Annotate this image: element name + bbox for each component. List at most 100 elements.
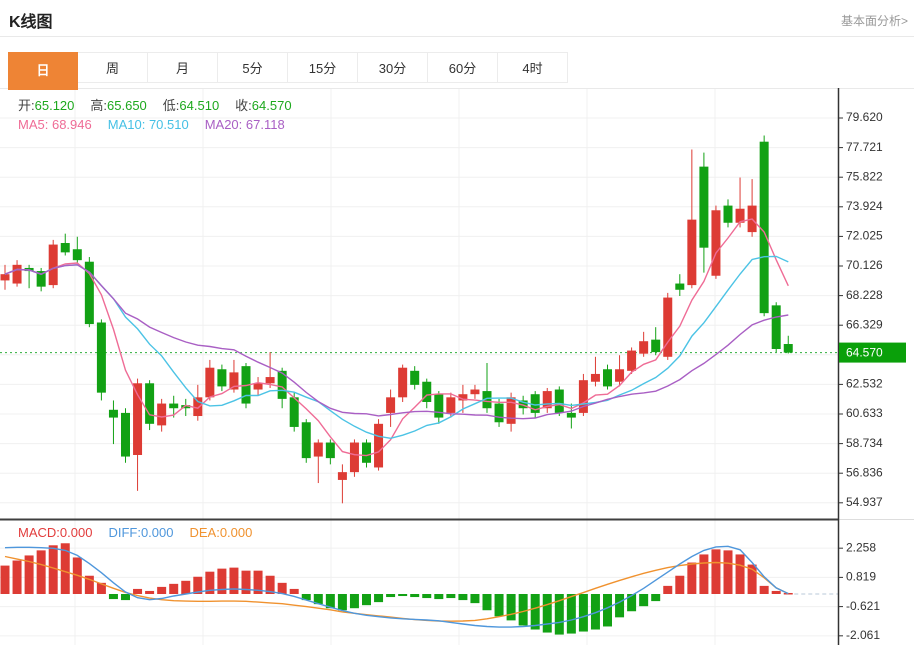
macd-bar <box>747 564 757 594</box>
macd-bar <box>687 562 697 594</box>
tab-月[interactable]: 月 <box>148 52 218 83</box>
candle-body <box>193 397 203 417</box>
low-value: 64.510 <box>179 98 220 113</box>
candle-body <box>72 249 82 261</box>
candle-body <box>699 166 709 248</box>
candle-body <box>277 370 287 399</box>
price-tick-label: 73.924 <box>846 199 883 213</box>
macd-bar <box>12 560 22 594</box>
dea-value: 0.000 <box>219 525 253 540</box>
tab-60分[interactable]: 60分 <box>428 52 498 83</box>
tab-15分[interactable]: 15分 <box>288 52 358 83</box>
candle-body <box>362 442 371 463</box>
price-tick-label: 54.937 <box>846 495 883 509</box>
close-label: 收: <box>235 98 252 113</box>
macd-bar <box>84 575 94 594</box>
macd-bar <box>374 594 384 603</box>
candle-body <box>169 403 179 409</box>
candle-body <box>229 372 239 390</box>
candle-body <box>651 339 661 353</box>
candle-body <box>108 409 118 418</box>
macd-legend: MACD:0.000 DIFF:0.000 DEA:0.000 <box>18 525 252 540</box>
macd-bar <box>711 549 721 594</box>
candle-body <box>265 377 275 384</box>
candle-body <box>590 373 600 382</box>
ohlc-legend: 开:65.120 高:65.650 低:64.510 收:64.570 <box>18 95 292 114</box>
macd-bar <box>313 594 323 605</box>
macd-bar <box>699 554 709 594</box>
macd-bar <box>193 576 203 594</box>
macd-bar <box>157 586 167 594</box>
macd-bar <box>96 582 106 594</box>
macd-bar <box>325 594 335 609</box>
macd-bar <box>482 594 492 611</box>
macd-bar <box>506 594 516 621</box>
candle-body <box>446 397 456 413</box>
macd-bar <box>434 594 444 600</box>
price-tick-label: 75.822 <box>846 169 883 183</box>
candle-body <box>205 367 215 398</box>
macd-tick-label: -2.061 <box>846 628 880 642</box>
candle-body <box>217 369 227 387</box>
tab-日[interactable]: 日 <box>8 52 78 90</box>
macd-bar <box>301 594 311 601</box>
macd-bar <box>217 568 227 594</box>
candle-body <box>374 423 384 468</box>
ma-legend: MA5: 68.946 MA10: 70.510 MA20: 67.118 <box>18 117 285 132</box>
candle-body <box>639 341 649 354</box>
diff-line <box>4 545 789 628</box>
candle-body <box>96 322 106 393</box>
candle-body <box>434 394 444 418</box>
macd-bar <box>771 590 781 594</box>
candle-body <box>603 369 612 387</box>
price-tick-label: 58.734 <box>846 436 883 450</box>
macd-bar <box>735 554 745 594</box>
ma10-value: 70.510 <box>148 117 189 132</box>
macd-bar <box>133 588 143 594</box>
macd-bar <box>542 594 552 633</box>
candle-body <box>36 271 46 287</box>
macd-bar <box>494 594 504 617</box>
macd-bar <box>446 594 456 599</box>
candle-body <box>723 205 733 223</box>
fundamental-analysis-link[interactable]: 基本面分析> <box>840 14 908 28</box>
tab-30分[interactable]: 30分 <box>358 52 428 83</box>
candle-body <box>60 243 70 253</box>
candle-body <box>615 369 625 382</box>
candle-body <box>422 381 432 402</box>
candle-body <box>578 380 588 413</box>
macd-bar <box>615 594 625 618</box>
macd-bar <box>759 585 769 594</box>
tab-5分[interactable]: 5分 <box>218 52 288 83</box>
macd-bar <box>253 570 263 594</box>
candle-body <box>289 397 299 427</box>
price-tick-label: 79.620 <box>846 110 883 124</box>
macd-bar <box>349 594 359 609</box>
macd-tick-label: -0.621 <box>846 599 880 613</box>
price-tick-label: 62.532 <box>846 377 883 391</box>
candle-body <box>470 389 480 395</box>
candle-body <box>675 283 685 290</box>
macd-bar <box>603 594 612 627</box>
candle-body <box>494 403 504 423</box>
macd-bar <box>410 594 420 598</box>
macd-bar <box>36 550 46 594</box>
macd-bar <box>121 594 130 601</box>
open-value: 65.120 <box>34 98 75 113</box>
close-value: 64.570 <box>251 98 292 113</box>
tab-周[interactable]: 周 <box>78 52 148 83</box>
macd-bar <box>169 583 179 594</box>
candle-body <box>458 394 468 401</box>
macd-bar <box>289 588 299 594</box>
macd-bar <box>458 594 468 601</box>
macd-bar <box>675 575 685 594</box>
current-price-badge <box>839 342 906 363</box>
candle-body <box>313 442 323 457</box>
candle-body <box>181 405 191 409</box>
candle-body <box>783 344 793 353</box>
tab-4时[interactable]: 4时 <box>498 52 568 83</box>
macd-value: 0.000 <box>59 525 93 540</box>
candle-body <box>133 383 143 455</box>
